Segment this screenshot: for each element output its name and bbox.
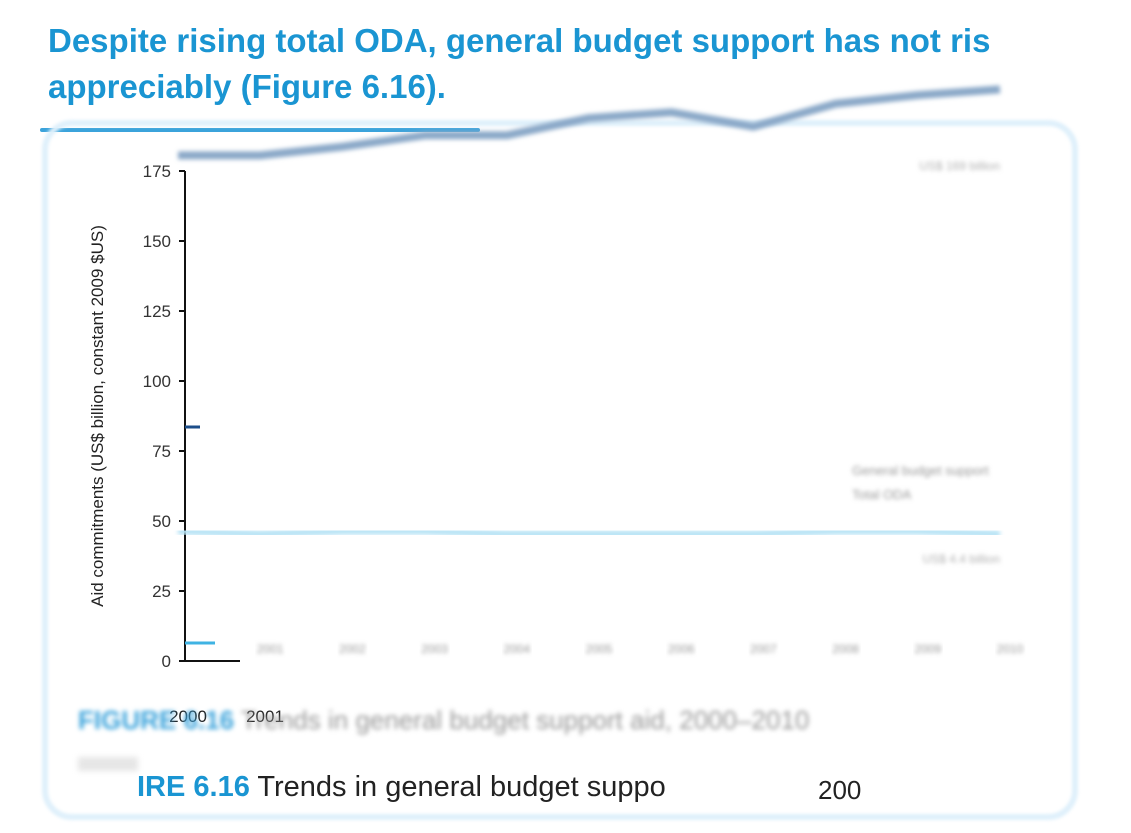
heading-line-2: appreciably (Figure 6.16). xyxy=(48,68,446,105)
series-annotation: US$ 169 billion xyxy=(919,159,1000,173)
y-tick-label: 175 xyxy=(143,162,171,181)
ghost-figure-title: Trends in general budget support aid, 20… xyxy=(234,705,810,735)
section-rule xyxy=(40,128,480,132)
y-tick-label: 50 xyxy=(152,512,171,531)
legend-label: Total ODA xyxy=(852,487,912,502)
y-tick-label: 0 xyxy=(162,652,171,671)
y-tick-label: 125 xyxy=(143,302,171,321)
blurred-x-tick-label: 2008 xyxy=(832,642,859,656)
y-axis-label: Aid commitments (US$ billion, constant 2… xyxy=(88,225,107,607)
x-tick-label: 2000 xyxy=(169,707,207,726)
x-tick-label: 2001 xyxy=(246,707,284,726)
series-line-general-budget-support xyxy=(177,527,1001,538)
blurred-x-tick-label: 2005 xyxy=(586,642,613,656)
series-line-total-oda xyxy=(178,85,1001,160)
page-heading: Despite rising total ODA, general budget… xyxy=(48,18,1108,110)
y-tick-label: 100 xyxy=(143,372,171,391)
series-annotation: US$ 4.4 billion xyxy=(923,552,1000,566)
blurred-x-tick-label: 2002 xyxy=(339,642,366,656)
y-tick-label: 75 xyxy=(152,442,171,461)
legend-label: General budget support xyxy=(852,463,989,478)
figure-caption: IRE 6.16 Trends in general budget suppo xyxy=(137,771,666,804)
figure-number: IRE 6.16 xyxy=(137,771,250,803)
blurred-x-tick-label: 2006 xyxy=(668,642,695,656)
ghost-figure-caption: FIGURE 6.16 Trends in general budget sup… xyxy=(78,705,809,736)
blurred-x-tick-label: 2010 xyxy=(997,642,1024,656)
y-tick-label: 25 xyxy=(152,582,171,601)
heading-line-1: Despite rising total ODA, general budget… xyxy=(48,22,991,59)
y-tick-label: 150 xyxy=(143,232,171,251)
ghost-figure-number: FIGURE 6.16 xyxy=(78,705,235,735)
blurred-x-tick-label: 2003 xyxy=(421,642,448,656)
blurred-x-tick-label: 2001 xyxy=(257,642,284,656)
blurred-x-tick-label: 2009 xyxy=(914,642,941,656)
blurred-x-tick-label: 2004 xyxy=(503,642,530,656)
figure-title: Trends in general budget suppo xyxy=(249,771,666,803)
caption-trailing-text: 200 xyxy=(818,775,862,805)
blurred-x-tick-label: 2007 xyxy=(750,642,777,656)
ghost-source-line xyxy=(78,757,138,771)
